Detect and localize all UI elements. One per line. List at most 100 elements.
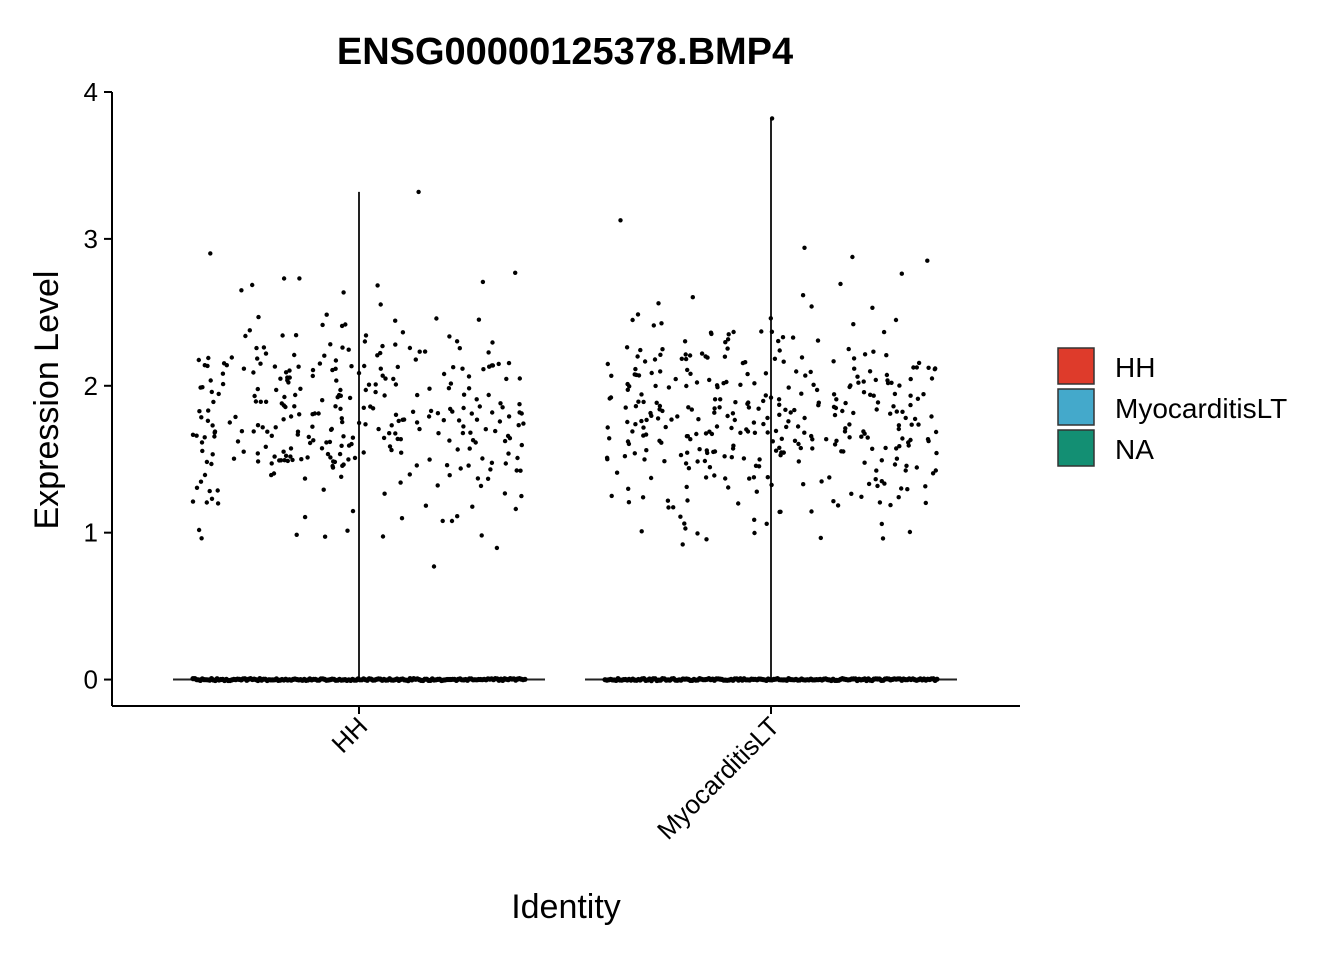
point — [393, 318, 398, 323]
point — [897, 383, 902, 388]
point — [426, 414, 432, 419]
point — [811, 382, 816, 387]
point — [799, 355, 805, 360]
point — [399, 516, 405, 521]
point — [649, 370, 654, 376]
point — [790, 335, 796, 340]
point — [906, 440, 911, 445]
point — [875, 400, 881, 405]
point — [712, 410, 717, 415]
point — [330, 465, 336, 470]
point — [280, 333, 285, 338]
point — [881, 329, 887, 335]
point — [278, 376, 283, 381]
point — [684, 383, 689, 389]
point — [705, 355, 710, 360]
point — [292, 352, 297, 358]
point — [702, 458, 708, 464]
legend-swatch — [1057, 347, 1095, 385]
point — [625, 387, 630, 392]
point — [818, 535, 823, 541]
point — [376, 426, 381, 432]
point — [777, 412, 782, 417]
point — [415, 392, 420, 398]
point — [745, 401, 750, 406]
point — [714, 424, 720, 429]
point — [632, 451, 637, 456]
point — [666, 505, 671, 510]
point — [657, 407, 662, 412]
point — [519, 442, 524, 448]
point — [684, 484, 689, 490]
point — [634, 372, 639, 378]
point — [609, 373, 614, 378]
point — [391, 376, 396, 382]
point — [447, 334, 452, 339]
point — [336, 392, 342, 398]
point — [764, 521, 769, 526]
point — [730, 411, 736, 416]
point — [894, 446, 899, 451]
point — [320, 398, 325, 403]
point — [490, 340, 495, 345]
point — [803, 373, 808, 378]
x-axis-title: Identity — [511, 888, 621, 926]
point — [694, 380, 700, 385]
point — [923, 500, 928, 506]
point — [723, 340, 728, 345]
point — [199, 440, 205, 445]
point — [302, 514, 308, 520]
point — [636, 399, 641, 404]
point — [665, 498, 671, 503]
point — [896, 426, 901, 432]
point — [684, 434, 690, 439]
point — [450, 409, 455, 414]
point — [350, 508, 356, 514]
point — [707, 465, 713, 470]
point — [261, 345, 267, 350]
point — [688, 437, 693, 442]
point — [322, 534, 328, 539]
point — [754, 489, 759, 494]
point — [712, 406, 717, 411]
point — [779, 436, 784, 441]
point — [330, 367, 335, 373]
point — [517, 376, 522, 381]
point — [480, 456, 485, 461]
point — [407, 345, 413, 351]
point — [299, 457, 304, 462]
point — [810, 446, 815, 451]
y-tick-label: 1 — [84, 518, 98, 548]
point — [786, 385, 791, 390]
point — [343, 322, 348, 327]
point — [648, 410, 653, 416]
point — [441, 418, 446, 423]
point — [333, 358, 339, 363]
point — [824, 437, 829, 442]
point — [934, 450, 939, 456]
point — [310, 367, 316, 373]
point — [875, 483, 880, 489]
point — [206, 408, 211, 413]
point — [682, 339, 688, 344]
point — [227, 420, 232, 425]
point — [675, 414, 680, 419]
point — [334, 378, 339, 383]
point — [846, 346, 851, 352]
point — [843, 400, 848, 406]
point — [788, 410, 793, 415]
point — [436, 431, 441, 436]
point — [660, 347, 665, 352]
point — [504, 376, 509, 382]
point — [467, 446, 472, 451]
point — [461, 392, 467, 397]
point — [320, 322, 325, 328]
point — [651, 323, 656, 328]
point — [690, 295, 695, 300]
point — [669, 417, 674, 422]
point — [400, 330, 406, 335]
point — [704, 537, 709, 542]
point — [639, 418, 644, 424]
point — [689, 407, 694, 412]
